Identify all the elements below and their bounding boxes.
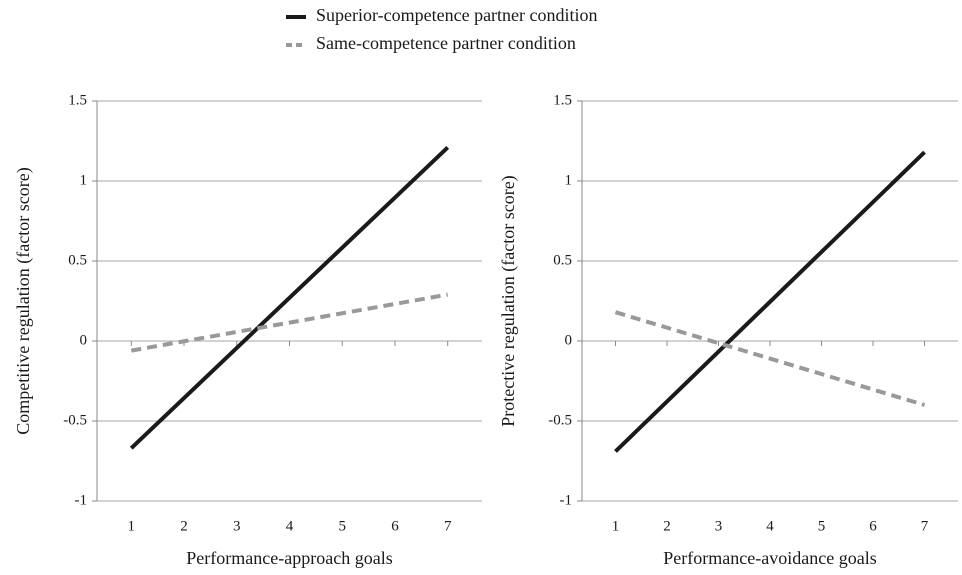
x-tick-label: 7: [921, 518, 929, 534]
x-tick-label: 5: [338, 518, 346, 534]
y-tick-label: -0.5: [548, 412, 572, 428]
y-axis-label: Competitive regulation (factor score): [13, 167, 34, 434]
y-tick-label: 0.5: [68, 252, 87, 268]
y-tick-label: 1.5: [68, 92, 87, 108]
y-tick-label: 1: [565, 172, 573, 188]
y-tick-label: 1: [80, 172, 88, 188]
y-axis-label: Protective regulation (factor score): [498, 175, 519, 426]
y-tick-label: 0: [80, 332, 88, 348]
y-tick-label: 1.5: [553, 92, 572, 108]
x-tick-label: 4: [766, 518, 774, 534]
y-tick-label: 0.5: [553, 252, 572, 268]
y-tick-label: -1: [75, 492, 88, 508]
series-line: [130, 292, 449, 353]
legend-label: Same-competence partner condition: [316, 33, 576, 53]
x-tick-label: 7: [444, 518, 452, 534]
series-line: [614, 310, 926, 407]
x-tick-label: 4: [286, 518, 294, 534]
x-tick-label: 2: [180, 518, 188, 534]
series-line: [614, 150, 926, 453]
legend-label: Superior-competence partner condition: [316, 5, 598, 25]
x-axis-label: Performance-approach goals: [186, 548, 392, 568]
x-tick-label: 3: [715, 518, 723, 534]
x-tick-label: 6: [391, 518, 399, 534]
y-tick-label: 0: [565, 332, 573, 348]
x-tick-label: 5: [818, 518, 826, 534]
x-tick-label: 3: [233, 518, 241, 534]
y-tick-label: -1: [560, 492, 573, 508]
series-line: [129, 145, 450, 450]
x-tick-label: 1: [128, 518, 136, 534]
x-tick-label: 1: [612, 518, 620, 534]
x-axis-label: Performance-avoidance goals: [663, 548, 876, 568]
y-tick-label: -0.5: [63, 412, 87, 428]
x-tick-label: 6: [869, 518, 877, 534]
x-tick-label: 2: [663, 518, 671, 534]
